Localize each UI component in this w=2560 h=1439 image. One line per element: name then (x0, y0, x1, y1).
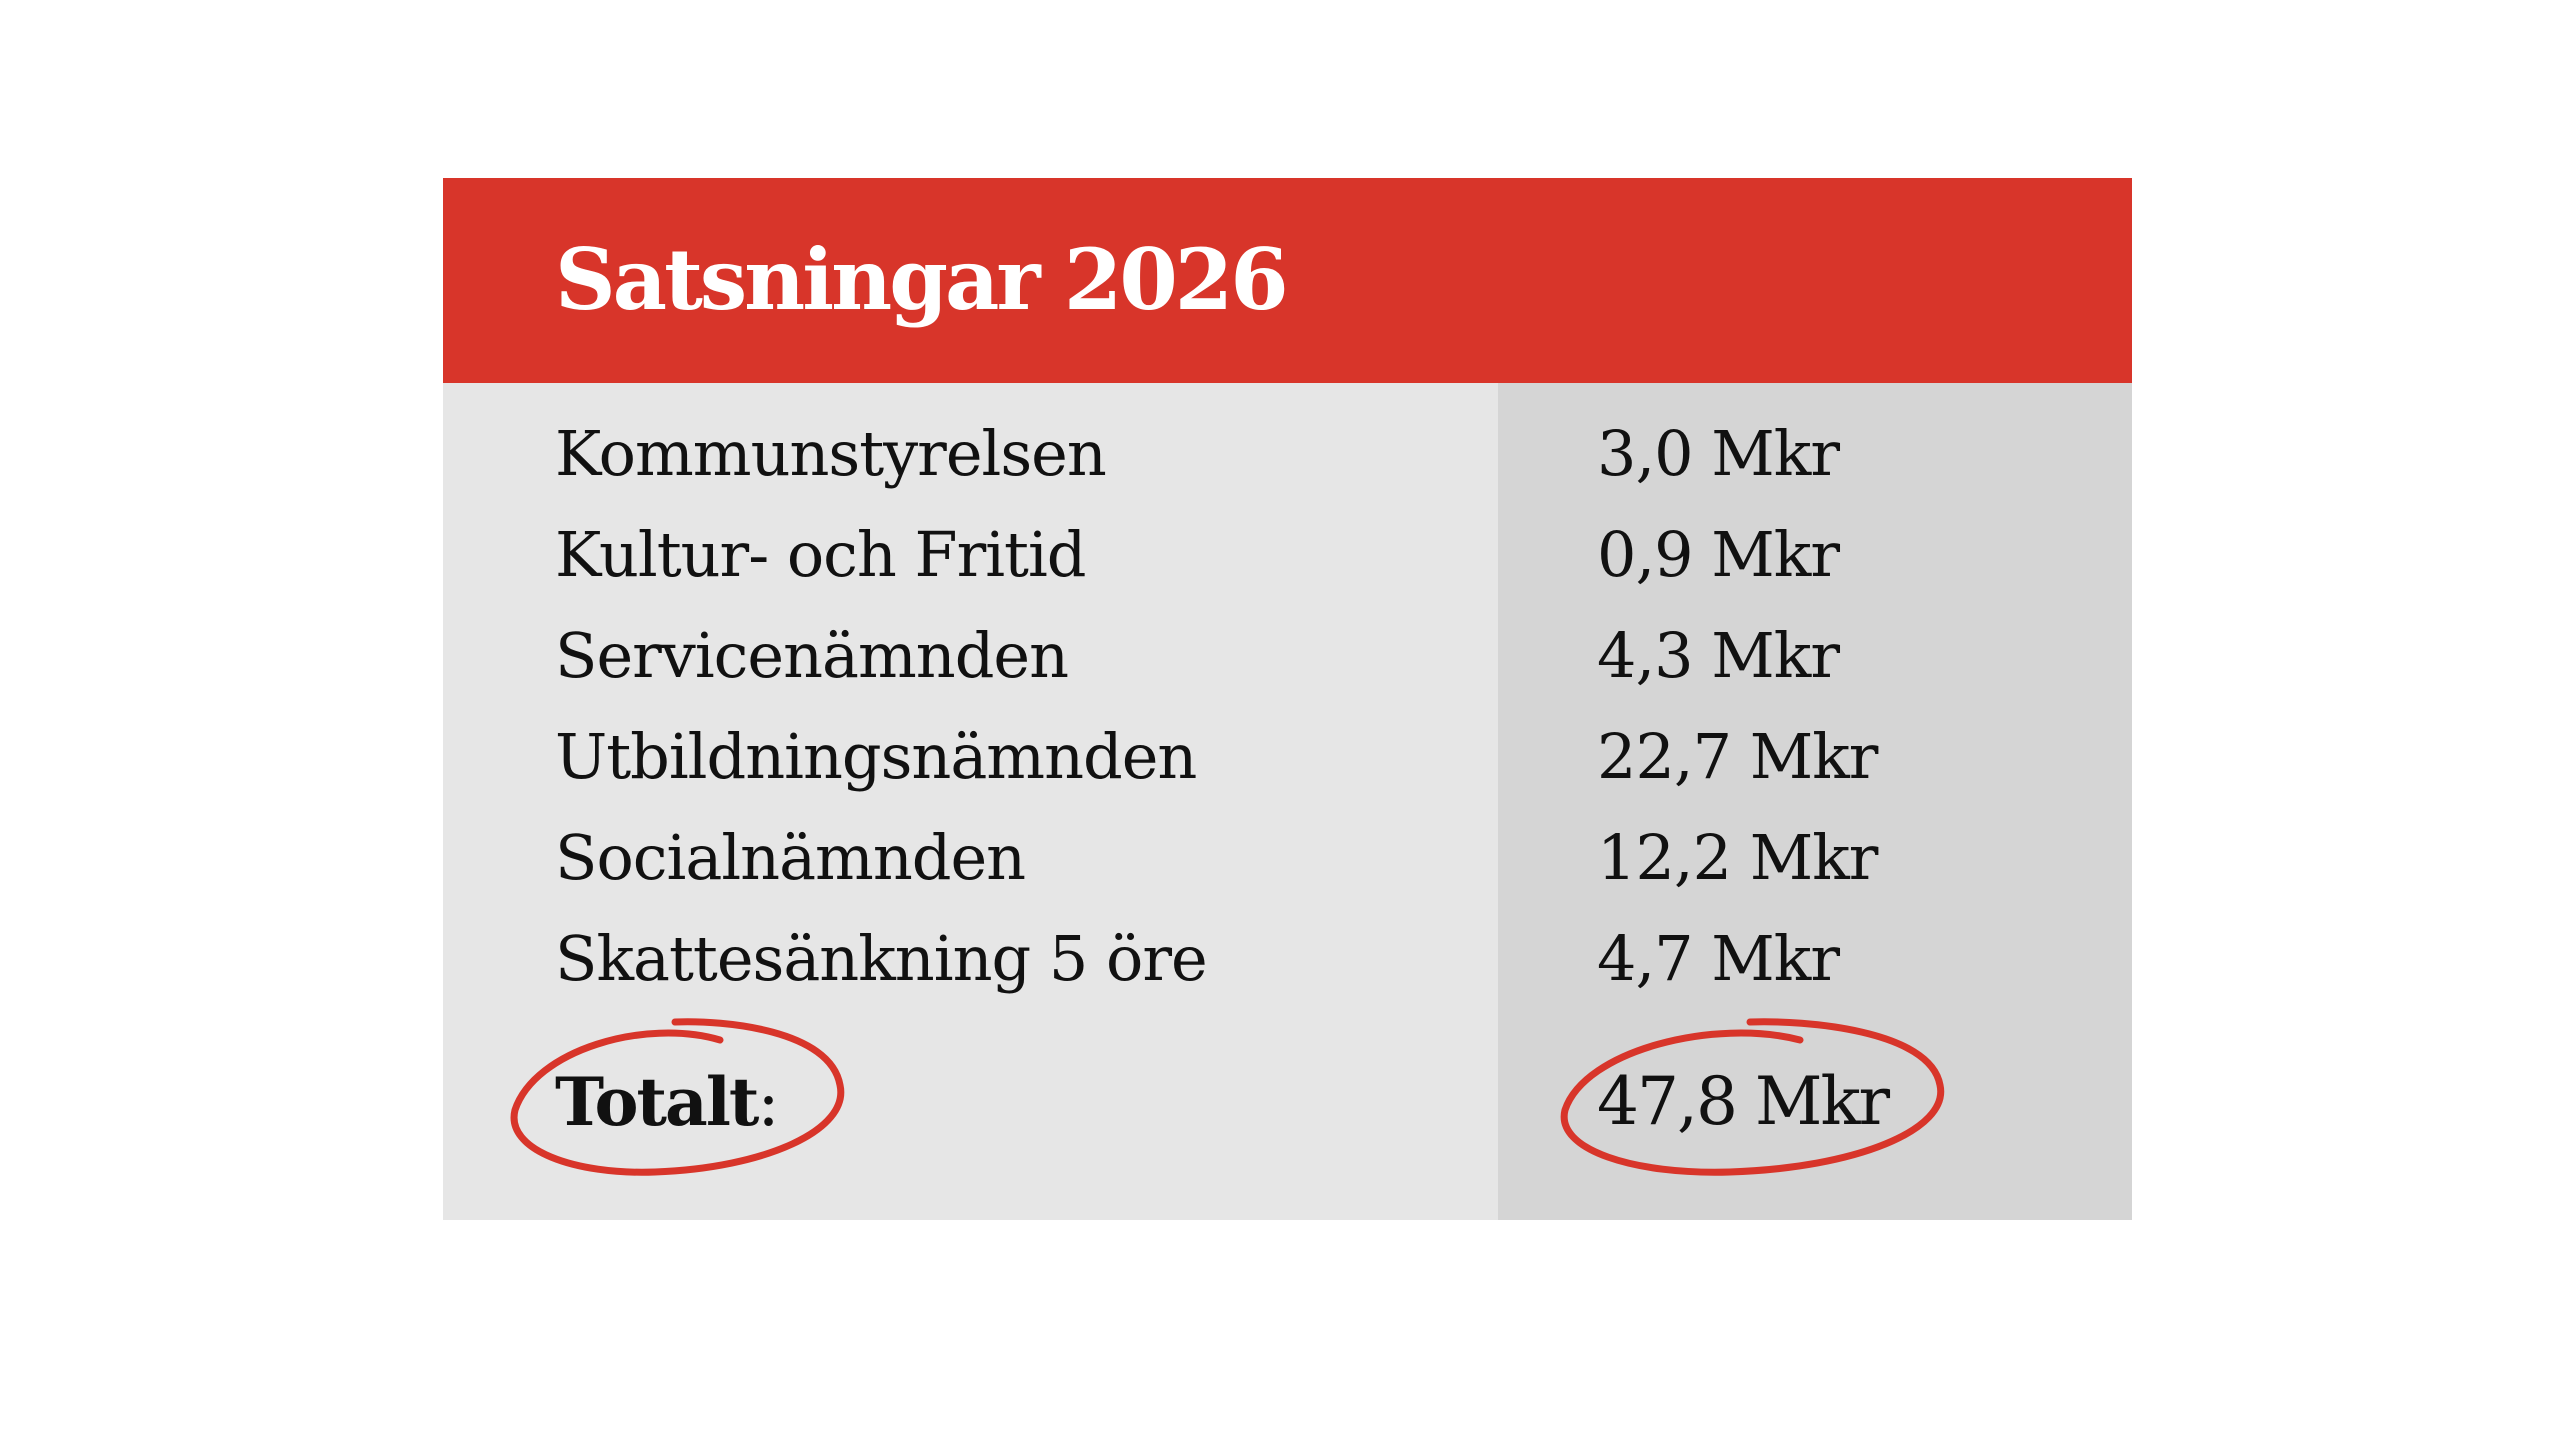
row-label: Socialnämnden (555, 821, 1026, 894)
total-value-circle (1560, 1018, 1945, 1176)
total-label: Totalt: (555, 1069, 780, 1136)
row-value: 0,9 Mkr (1597, 518, 1840, 591)
total-label-circle (510, 1018, 845, 1176)
row-value: 4,7 Mkr (1597, 922, 1840, 995)
table-header: Satsningar 2026 (443, 178, 2132, 383)
row-label: Servicenämnden (555, 619, 1069, 692)
total-value: 47,8 Mkr (1597, 1063, 1890, 1140)
table-title: Satsningar 2026 (555, 230, 1289, 329)
row-label: Kultur- och Fritid (555, 518, 1086, 591)
row-label: Utbildningsnämnden (555, 720, 1197, 793)
total-label-text: Totalt (555, 1063, 759, 1141)
label-column (443, 383, 1498, 1220)
row-value: 3,0 Mkr (1597, 417, 1840, 490)
budget-table-card: Satsningar 2026 Kommunstyrelsen 3,0 Mkr Ku… (443, 178, 2132, 1220)
row-value: 4,3 Mkr (1597, 619, 1840, 692)
value-column (1498, 383, 2132, 1220)
total-label-colon: : (757, 1064, 779, 1141)
row-value: 12,2 Mkr (1597, 821, 1878, 894)
row-label: Skattesänkning 5 öre (555, 922, 1208, 995)
row-label: Kommunstyrelsen (555, 417, 1107, 490)
row-value: 22,7 Mkr (1597, 720, 1878, 793)
